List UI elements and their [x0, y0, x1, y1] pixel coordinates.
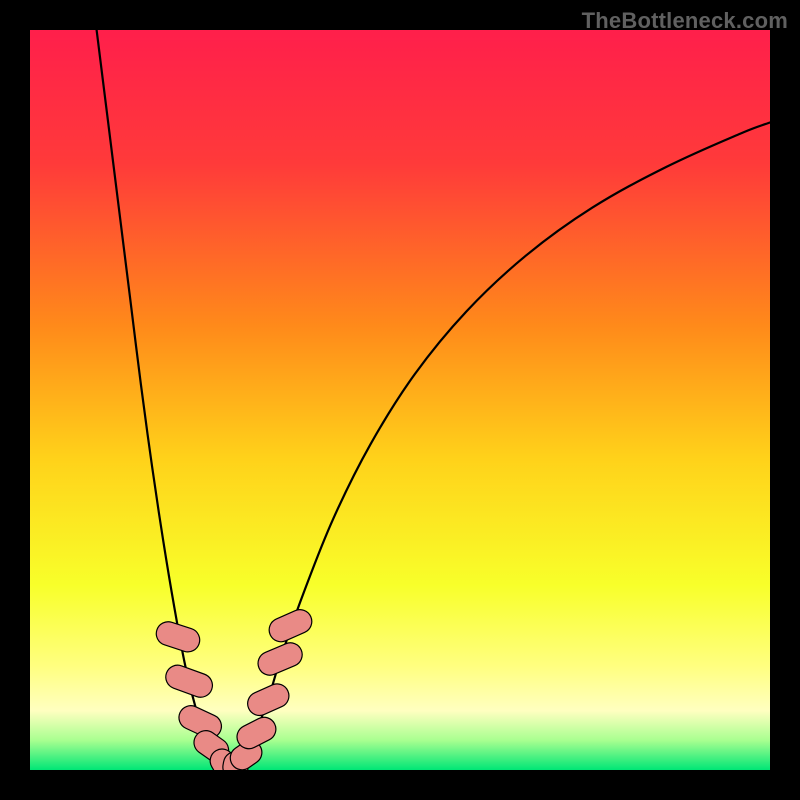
chart-canvas: TheBottleneck.com [0, 0, 800, 800]
watermark-text: TheBottleneck.com [582, 8, 788, 34]
chart-svg [0, 0, 800, 800]
chart-background-gradient [30, 30, 770, 770]
